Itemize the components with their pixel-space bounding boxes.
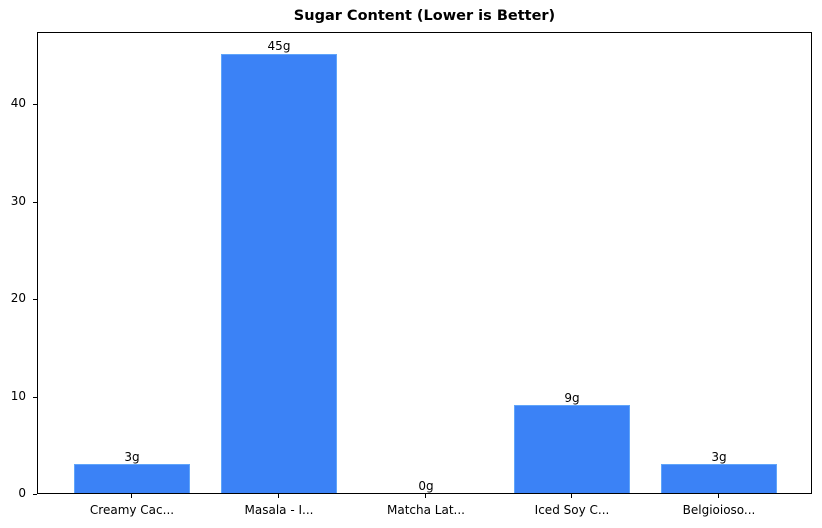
x-tick-label: Matcha Lat...: [387, 503, 465, 517]
bar-iced-soy: [514, 405, 630, 493]
bar-value-label: 3g: [124, 450, 140, 464]
x-tick-label: Creamy Cac...: [89, 503, 175, 517]
y-tick-mark: [33, 494, 37, 495]
bar-value-label: 0g: [418, 479, 434, 493]
bar-masala: [221, 54, 337, 493]
x-tick-label: Belgioioso...: [682, 503, 756, 517]
bar-value-label: 3g: [711, 450, 727, 464]
y-tick-label: 30: [10, 194, 26, 208]
x-tick-mark: [131, 494, 132, 498]
chart-title: Sugar Content (Lower is Better): [293, 8, 556, 24]
x-tick-mark: [425, 494, 426, 498]
plot-area: [37, 32, 812, 494]
y-tick-label: 10: [10, 389, 26, 403]
x-tick-label: Masala - I...: [244, 503, 314, 517]
bar-value-label: 9g: [564, 391, 580, 405]
y-tick-label: 20: [10, 291, 26, 305]
y-tick-mark: [33, 104, 37, 105]
y-tick-mark: [33, 202, 37, 203]
bar-creamy-cacao: [74, 464, 190, 493]
x-tick-mark: [278, 494, 279, 498]
bar-belgioioso: [661, 464, 777, 493]
y-tick-label: 0: [18, 486, 26, 500]
x-tick-label: Iced Soy C...: [534, 503, 610, 517]
bar-value-label: 45g: [267, 39, 291, 53]
y-tick-mark: [33, 397, 37, 398]
x-tick-mark: [718, 494, 719, 498]
y-tick-label: 40: [10, 96, 26, 110]
y-tick-mark: [33, 299, 37, 300]
x-tick-mark: [571, 494, 572, 498]
